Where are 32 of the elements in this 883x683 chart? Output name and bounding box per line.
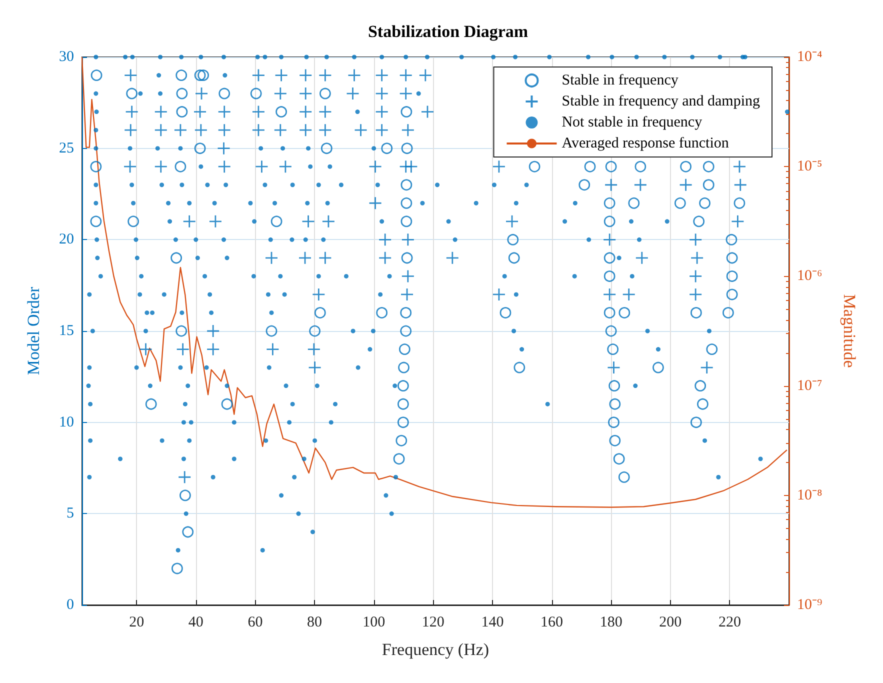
y2-tick-label: 10⁻⁷ [797, 378, 822, 394]
y-axis-title: Model Order [24, 286, 43, 376]
legend-label: Averaged response function [562, 136, 730, 152]
legend-label: Stable in frequency and damping [562, 94, 760, 110]
x-tick-label: 40 [188, 614, 204, 630]
y-tick-label: 20 [59, 232, 74, 248]
x-tick-label: 220 [718, 614, 741, 630]
x-tick-label: 20 [129, 614, 144, 630]
y-tick-label: 30 [59, 49, 74, 65]
y2-tick-label: 10⁻⁹ [797, 597, 822, 613]
y2-tick-label: 10⁻⁶ [797, 268, 822, 284]
y-tick-label: 0 [66, 597, 74, 613]
legend-label: Stable in frequency [562, 72, 679, 88]
y2-tick-label: 10⁻⁵ [797, 158, 822, 175]
x-tick-label: 60 [248, 614, 263, 630]
x-axis-title: Frequency (Hz) [382, 640, 490, 659]
legend-label: Not stable in frequency [562, 114, 703, 130]
x-tick-label: 180 [600, 614, 622, 630]
y-tick-label: 25 [59, 140, 74, 156]
y-tick-label: 15 [59, 323, 74, 339]
y2-tick-label: 10⁻⁴ [797, 49, 822, 65]
x-tick-label: 140 [481, 614, 504, 630]
x-tick-label: 80 [307, 614, 322, 630]
chart-title: Stabilization Diagram [368, 22, 528, 41]
x-tick-label: 200 [659, 614, 682, 630]
y2-tick-label: 10⁻⁸ [797, 487, 822, 504]
y2-axis-title: Magnitude [840, 294, 859, 368]
x-tick-label: 160 [540, 614, 563, 630]
y-tick-label: 10 [59, 414, 74, 430]
y-tick-label: 5 [66, 506, 74, 522]
x-tick-label: 100 [362, 614, 386, 630]
x-tick-label: 120 [422, 614, 444, 630]
